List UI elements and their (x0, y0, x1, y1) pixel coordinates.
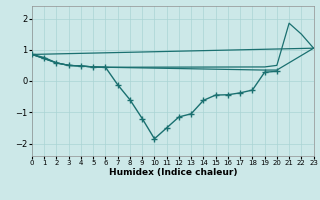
X-axis label: Humidex (Indice chaleur): Humidex (Indice chaleur) (108, 168, 237, 177)
